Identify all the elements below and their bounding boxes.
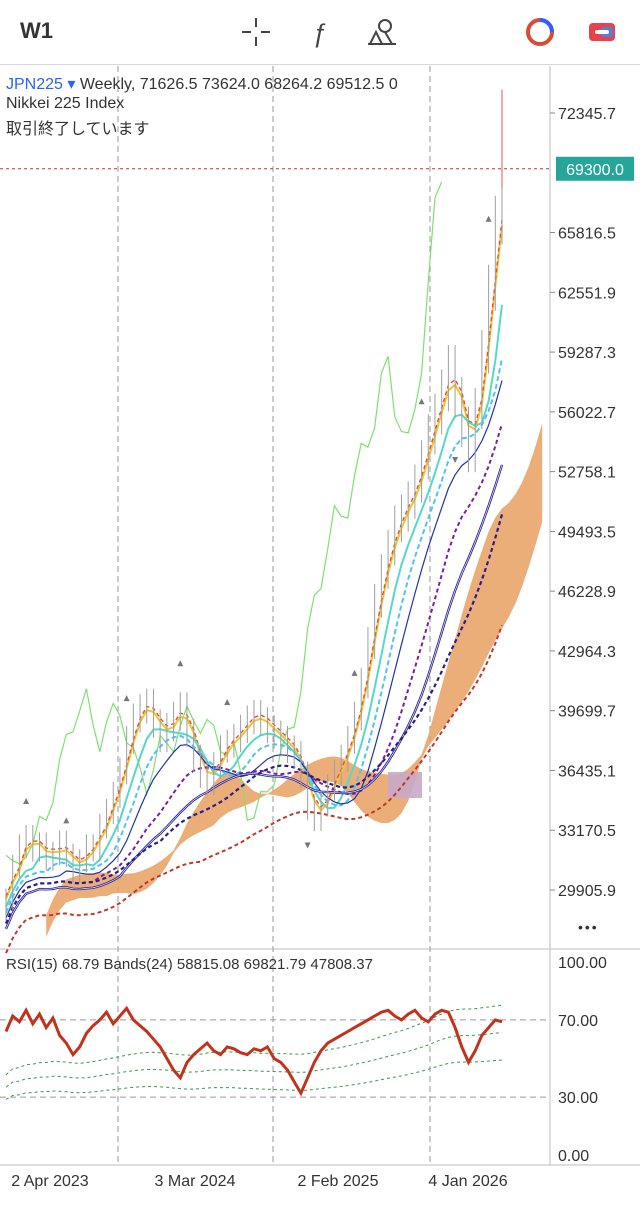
period-label: Weekly, — [79, 76, 136, 93]
y-tick-label-5: 46228.9 — [558, 584, 616, 601]
chart-area[interactable]: 29905.9 33170.5 36435.1 39699.7 42964.3 46228… — [0, 64, 640, 1200]
rsi-band-mid — [5, 1032, 503, 1088]
crosshair-icon[interactable] — [240, 16, 272, 48]
y-tick-label-0: 29905.9 — [558, 883, 616, 900]
main-pane-bg — [0, 66, 550, 948]
rsi-line — [4, 1005, 503, 1097]
symbol-description: Nikkei 225 Index — [6, 95, 125, 112]
fractal-marker-6 — [351, 669, 358, 676]
ma-aqua — [5, 304, 503, 908]
trade-icon[interactable] — [586, 16, 618, 48]
fractal-marker-4 — [224, 699, 231, 706]
x-tick-label-2: 2 Feb 2025 — [298, 1173, 379, 1190]
rsi-tick-label-1: 30.00 — [558, 1090, 598, 1107]
x-tick-label-1: 3 Mar 2024 — [155, 1173, 236, 1190]
current-price-label: 69300.0 — [566, 162, 624, 179]
y-tick-label-4: 42964.3 — [558, 644, 616, 661]
rsi-tick-label-0: 0.00 — [558, 1148, 589, 1165]
ohlc-values: 71626.5 73624.0 68264.2 69512.5 0 — [139, 76, 398, 93]
y-tick-label-12: 72345.7 — [558, 106, 616, 123]
rsi-legend: RSI(15) 68.79 Bands(24) 58815.08 69821.7… — [6, 956, 373, 973]
y-tick-label-3: 39699.7 — [558, 704, 616, 721]
fractal-marker-8 — [452, 457, 459, 464]
fractal-marker-0 — [23, 797, 30, 804]
chart-legend: JPN225 ▾ Weekly, 71626.5 73624.0 68264.2… — [6, 74, 398, 94]
fractal-marker-1 — [63, 817, 70, 824]
fractal-marker-7 — [418, 398, 425, 405]
current-price-label-bg — [556, 156, 634, 181]
timeframe-button[interactable]: W1 — [20, 18, 53, 43]
y-tick-label-8: 56022.7 — [558, 405, 616, 422]
rsi-band-upper — [5, 1004, 503, 1076]
symbol-dropdown-icon[interactable]: ▾ — [67, 76, 76, 93]
ma-lightblue — [5, 358, 503, 914]
x-tick-label-0: 2 Apr 2023 — [11, 1173, 89, 1190]
ma-navy-highlight — [5, 464, 503, 930]
rsi-band-lower — [5, 1059, 503, 1100]
svg-text:ƒ: ƒ — [312, 18, 326, 48]
function-icon[interactable]: ƒ — [304, 16, 336, 48]
rsi-tick-label-2: 70.00 — [558, 1013, 598, 1030]
ma-navy-dashed — [4, 514, 504, 924]
ichimoku-cloud — [46, 423, 543, 937]
y-tick-label-9: 59287.3 — [558, 345, 616, 362]
ma-purple — [5, 423, 503, 924]
y-tick-label-2: 36435.1 — [558, 763, 616, 780]
symbol-name[interactable]: JPN225 — [6, 76, 63, 93]
fractal-marker-3 — [177, 660, 184, 667]
x-tick-label-3: 4 Jan 2026 — [428, 1173, 507, 1190]
chart-svg[interactable]: 29905.9 33170.5 36435.1 39699.7 42964.3 46228… — [0, 64, 640, 1200]
market-status: 取引終了しています — [6, 121, 150, 138]
indicator-icon[interactable] — [524, 16, 556, 48]
y-tick-label-7: 52758.1 — [558, 465, 616, 482]
y-tick-label-11: 65816.5 — [558, 226, 616, 243]
ichimoku-cloud-bearish — [388, 772, 422, 798]
y-tick-label-10: 62551.9 — [558, 285, 616, 302]
toolbar: W1 ƒ — [0, 0, 640, 65]
objects-icon[interactable] — [366, 16, 398, 48]
ma-red-slow — [5, 624, 503, 954]
chikou-span — [5, 181, 443, 865]
fractal-marker-9 — [485, 215, 492, 222]
y-tick-label-1: 33170.5 — [558, 823, 616, 840]
rsi-tick-label-3: 100.00 — [558, 955, 607, 972]
fractal-marker-5 — [304, 842, 311, 849]
y-tick-label-6: 49493.5 — [558, 524, 616, 541]
ma-red-fast — [5, 219, 503, 897]
more-options-icon[interactable]: ••• — [578, 919, 599, 935]
fractal-marker-2 — [123, 695, 130, 702]
